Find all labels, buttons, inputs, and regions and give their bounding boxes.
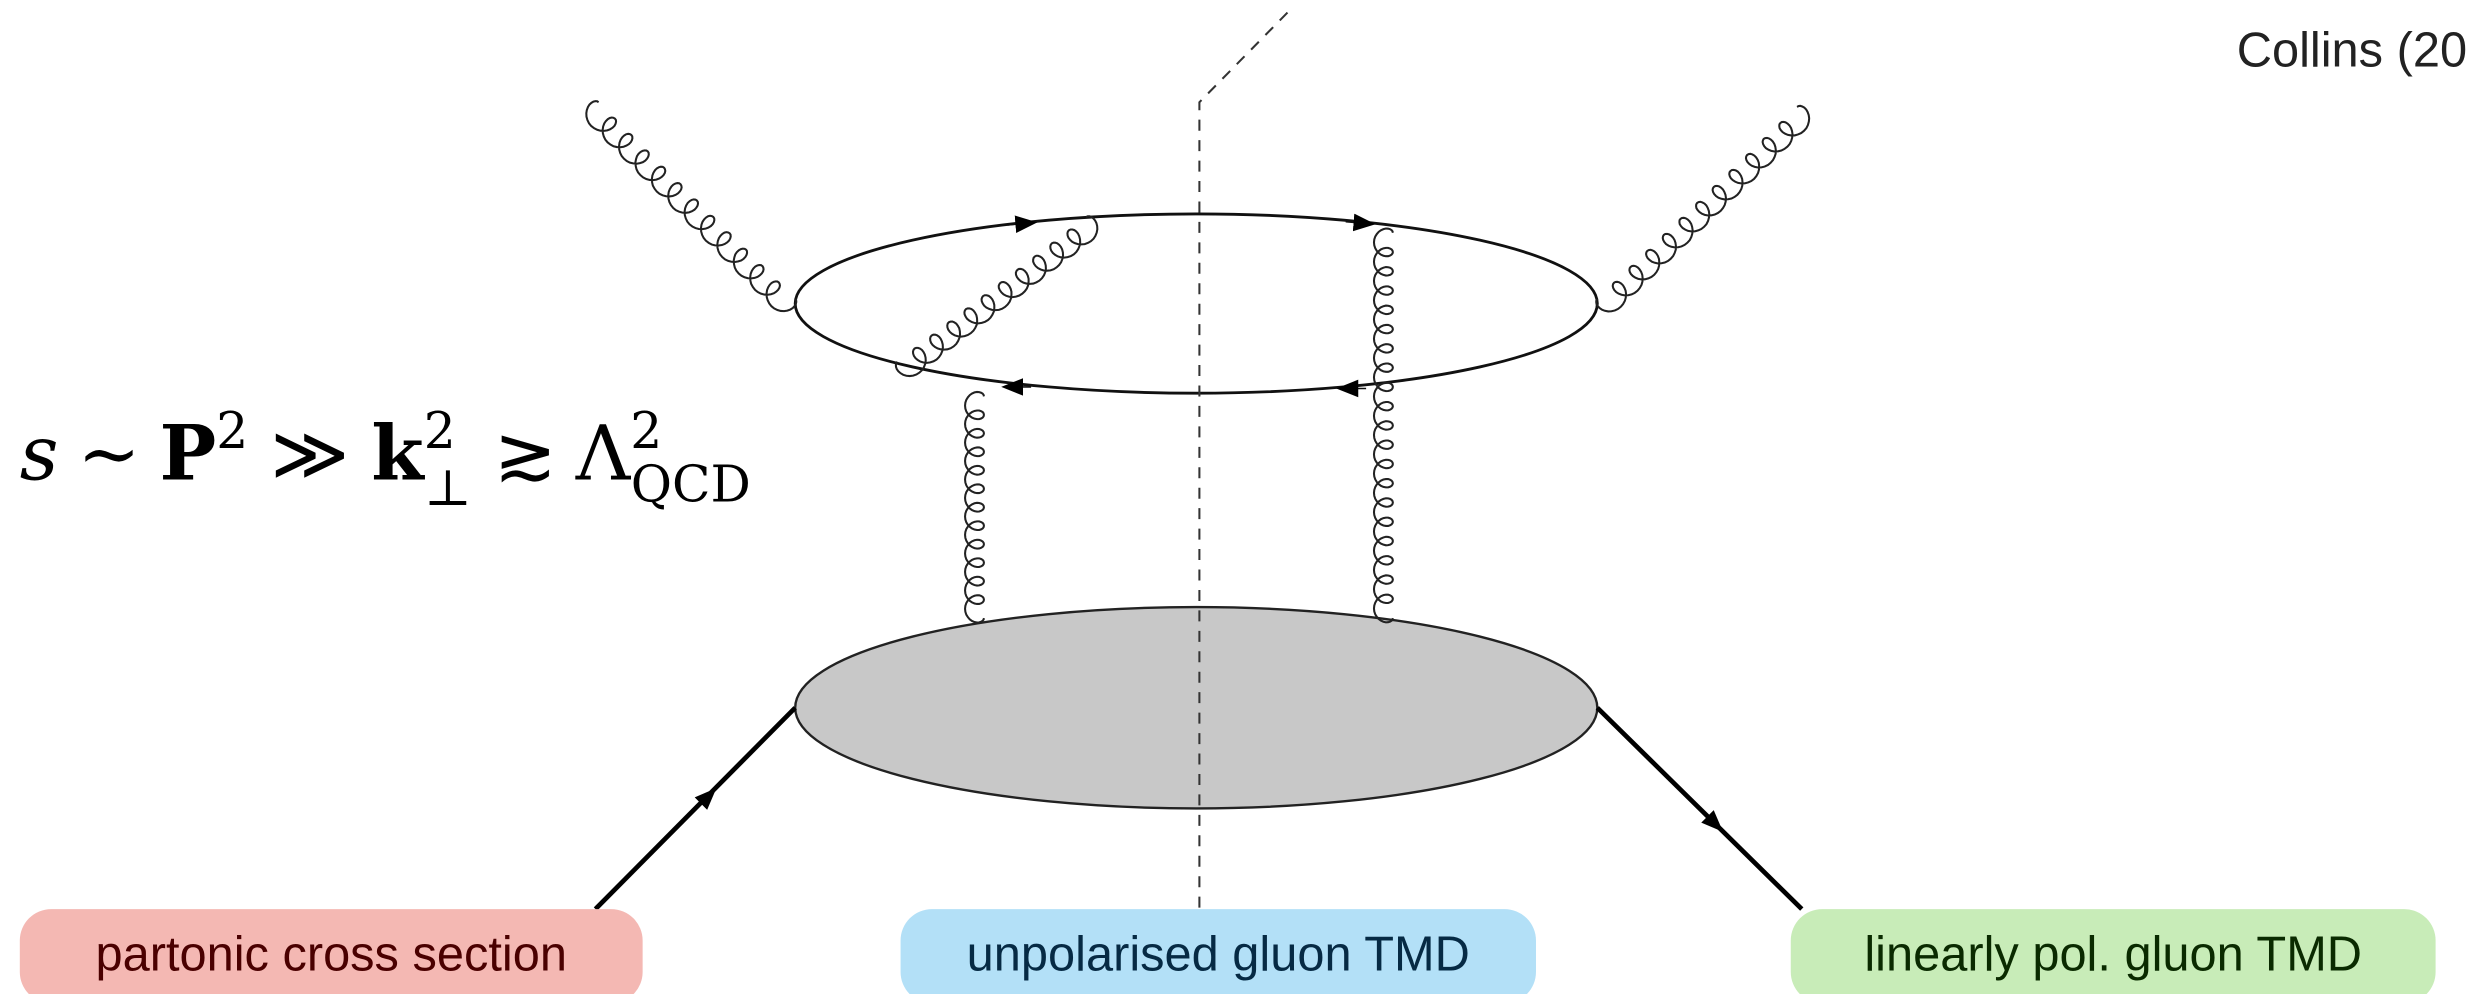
page: Collins (20 s∼P2≫k2⊥≳Λ2QCD partonic cros… bbox=[0, 0, 2468, 994]
cut-line bbox=[1110, 13, 1288, 994]
f: k bbox=[371, 409, 425, 498]
gluon bbox=[1374, 229, 1393, 623]
f: ∼ bbox=[77, 410, 140, 498]
gluon bbox=[1596, 106, 1809, 312]
f: Λ bbox=[575, 410, 632, 498]
f: 2 bbox=[424, 401, 456, 460]
f: ≳ bbox=[494, 410, 557, 498]
arrow bbox=[680, 796, 708, 824]
diagram: Collins (20 s∼P2≫k2⊥≳Λ2QCD partonic cros… bbox=[0, 0, 2468, 994]
f: ⊥ bbox=[424, 458, 471, 517]
label: linearly pol. gluon TMD bbox=[1864, 928, 2362, 982]
arrow bbox=[1687, 796, 1715, 824]
f: s bbox=[20, 410, 59, 498]
gluons bbox=[586, 101, 1809, 622]
quark-loop bbox=[795, 214, 1597, 393]
label: partonic cross section bbox=[95, 928, 566, 982]
gluon bbox=[965, 392, 984, 623]
f: ≫ bbox=[270, 410, 349, 498]
citation: Collins (20 bbox=[2237, 23, 2467, 77]
label: unpolarised gluon TMD bbox=[967, 928, 1470, 982]
f: 2 bbox=[630, 401, 662, 460]
f: QCD bbox=[631, 455, 751, 514]
hadron-blob bbox=[795, 607, 1597, 808]
gluon bbox=[896, 216, 1097, 376]
f: P bbox=[160, 409, 217, 498]
gluon bbox=[586, 101, 796, 311]
f: 2 bbox=[216, 401, 248, 460]
